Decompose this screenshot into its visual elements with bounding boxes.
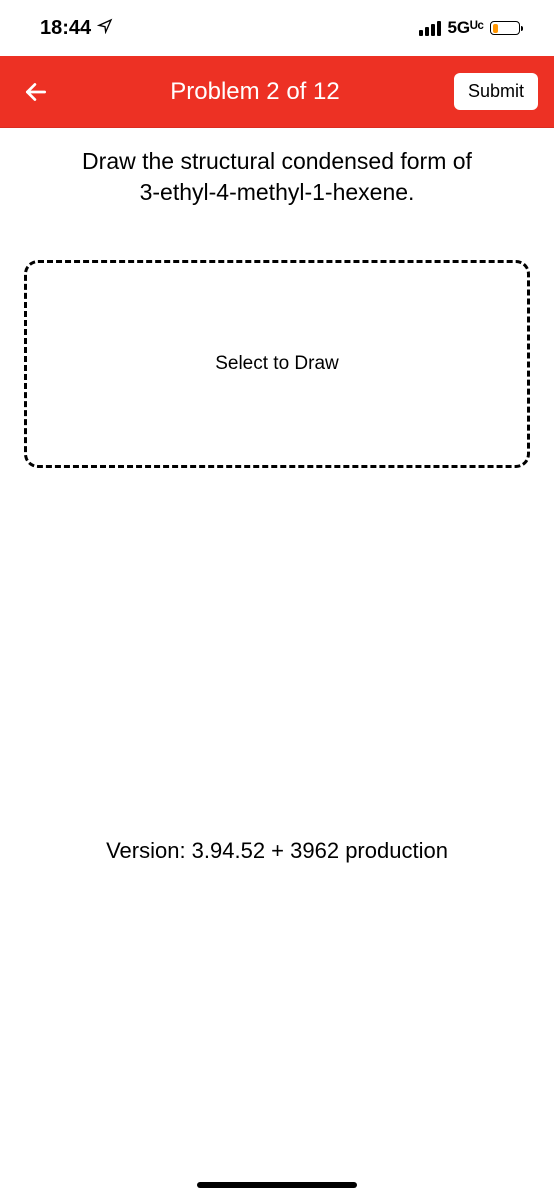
draw-area[interactable]: Select to Draw (24, 260, 530, 468)
page-title: Problem 2 of 12 (56, 78, 454, 106)
question-line-1: Draw the structural condensed form of (82, 148, 472, 174)
status-right: 5Gᵁᶜ (419, 18, 520, 38)
arrow-left-icon (23, 79, 49, 105)
status-bar: 18:44 5Gᵁᶜ (0, 0, 554, 56)
content-area: Draw the structural condensed form of 3-… (0, 128, 554, 468)
question-text: Draw the structural condensed form of 3-… (24, 146, 530, 208)
status-time: 18:44 (40, 17, 91, 40)
network-label: 5Gᵁᶜ (447, 18, 484, 38)
status-left: 18:44 (40, 17, 113, 40)
version-label: Version: 3.94.52 + 3962 production (0, 838, 554, 864)
battery-fill (493, 24, 498, 33)
battery-icon (490, 21, 520, 35)
back-button[interactable] (16, 72, 56, 112)
app-header: Problem 2 of 12 Submit (0, 56, 554, 128)
location-icon (97, 17, 113, 40)
submit-button[interactable]: Submit (454, 73, 538, 110)
question-line-2: 3-ethyl-4-methyl-1-hexene. (140, 179, 415, 205)
signal-icon (419, 21, 441, 36)
home-indicator[interactable] (197, 1182, 357, 1188)
device-frame: 18:44 5Gᵁᶜ Problem 2 of 12 Submit (0, 0, 554, 1200)
draw-placeholder: Select to Draw (215, 353, 339, 375)
